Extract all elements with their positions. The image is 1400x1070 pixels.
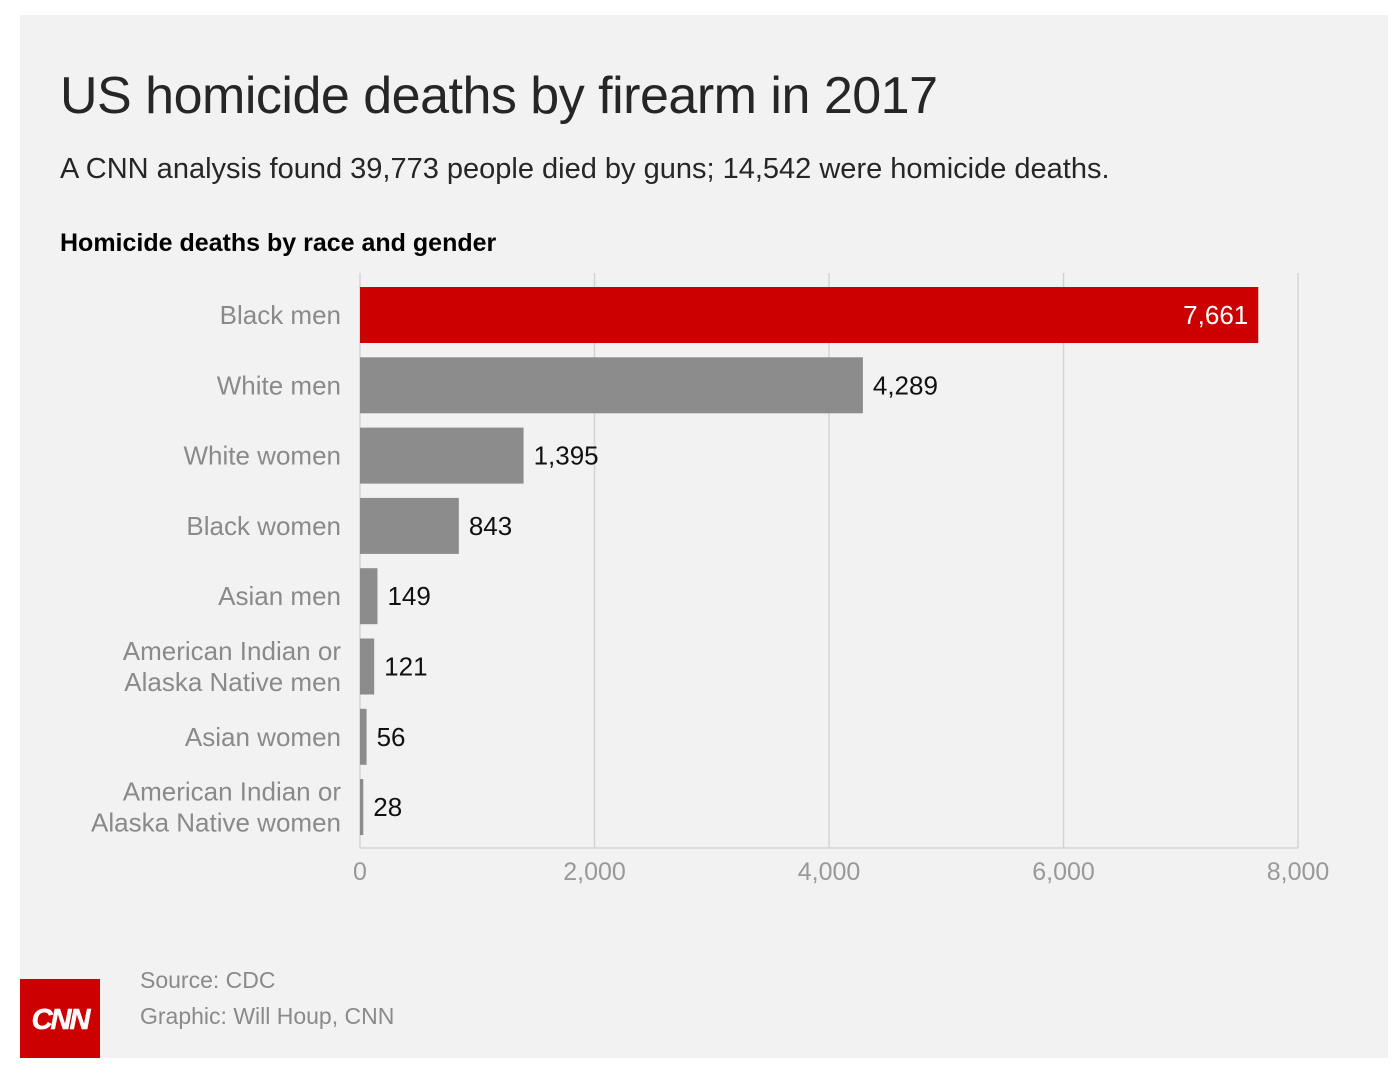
x-tick-label: 2,000: [563, 858, 626, 886]
bar: [360, 357, 863, 414]
x-tick-label: 6,000: [1032, 858, 1095, 886]
value-label: 4,289: [873, 370, 938, 400]
chart-subtitle: A CNN analysis found 39,773 people died …: [60, 153, 1110, 185]
credit-text: Graphic: Will Houp, CNN: [140, 1003, 395, 1029]
cnn-logo: CNN: [20, 979, 100, 1058]
bar: [360, 638, 375, 695]
category-label: American Indian or: [123, 636, 342, 666]
value-label: 1,395: [534, 441, 599, 471]
value-label: 149: [387, 581, 430, 611]
x-tick-label: 8,000: [1267, 858, 1330, 886]
chart-heading: Homicide deaths by race and gender: [60, 229, 497, 257]
category-label: Alaska Native women: [91, 808, 341, 838]
chart-title: US homicide deaths by firearm in 2017: [60, 67, 938, 125]
value-label: 7,661: [1183, 300, 1248, 330]
value-label: 28: [373, 792, 402, 822]
source-text: Source: CDC: [140, 967, 276, 993]
value-label: 121: [384, 652, 427, 682]
x-tick-label: 0: [353, 858, 367, 886]
bar: [360, 568, 378, 625]
value-label: 843: [469, 511, 512, 541]
bar: [360, 708, 367, 765]
category-label: American Indian or: [123, 777, 342, 807]
chart-card: [20, 15, 1388, 1058]
category-label: Black women: [186, 511, 341, 541]
category-label: Asian men: [218, 581, 341, 611]
category-label: Asian women: [185, 722, 341, 752]
category-label: Black men: [220, 300, 341, 330]
category-label: White men: [217, 370, 341, 400]
bar-highlighted: [360, 287, 1259, 343]
bar: [360, 779, 364, 836]
bar: [360, 497, 459, 554]
bar: [360, 427, 524, 484]
category-label: White women: [184, 441, 342, 471]
value-label: 56: [377, 722, 406, 752]
svg-text:CNN: CNN: [32, 1004, 92, 1036]
x-tick-label: 4,000: [798, 858, 861, 886]
category-label: Alaska Native men: [124, 667, 341, 697]
